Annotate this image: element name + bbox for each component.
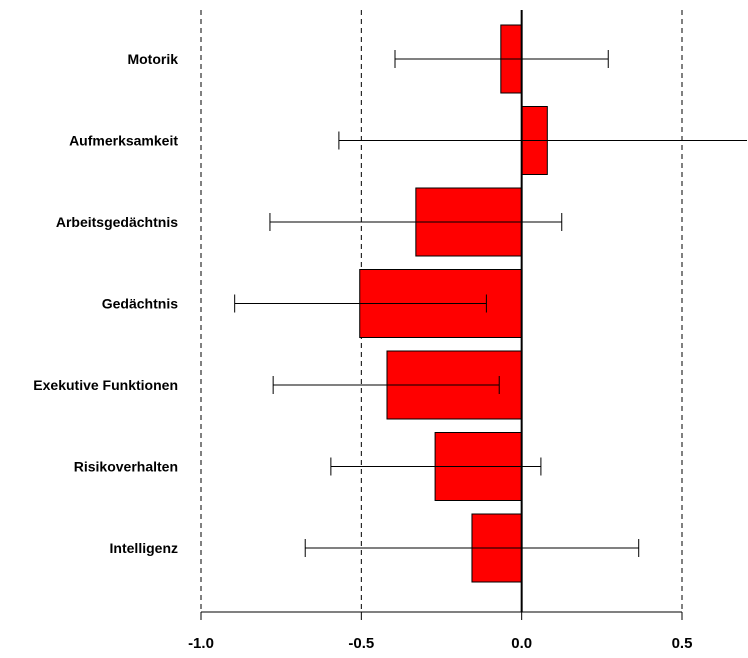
category-label: Aufmerksamkeit bbox=[69, 133, 178, 149]
category-label: Exekutive Funktionen bbox=[33, 377, 178, 393]
category-label: Motorik bbox=[127, 51, 178, 67]
category-label: Intelligenz bbox=[110, 540, 178, 556]
error-bars bbox=[234, 50, 747, 557]
category-label: Gedächtnis bbox=[102, 296, 178, 312]
x-tick-label: 0.5 bbox=[672, 635, 693, 652]
x-tick-label: -1.0 bbox=[188, 635, 214, 652]
x-tick-label: -0.5 bbox=[348, 635, 374, 652]
category-label: Arbeitsgedächtnis bbox=[56, 214, 178, 230]
x-axis: -1.0 -0.5 0.0 0.5 bbox=[188, 611, 693, 652]
x-tick-label: 0.0 bbox=[511, 635, 532, 652]
category-label: Risikoverhalten bbox=[74, 459, 178, 475]
category-labels: Motorik Aufmerksamkeit Arbeitsgedächtnis Ge… bbox=[33, 51, 178, 556]
